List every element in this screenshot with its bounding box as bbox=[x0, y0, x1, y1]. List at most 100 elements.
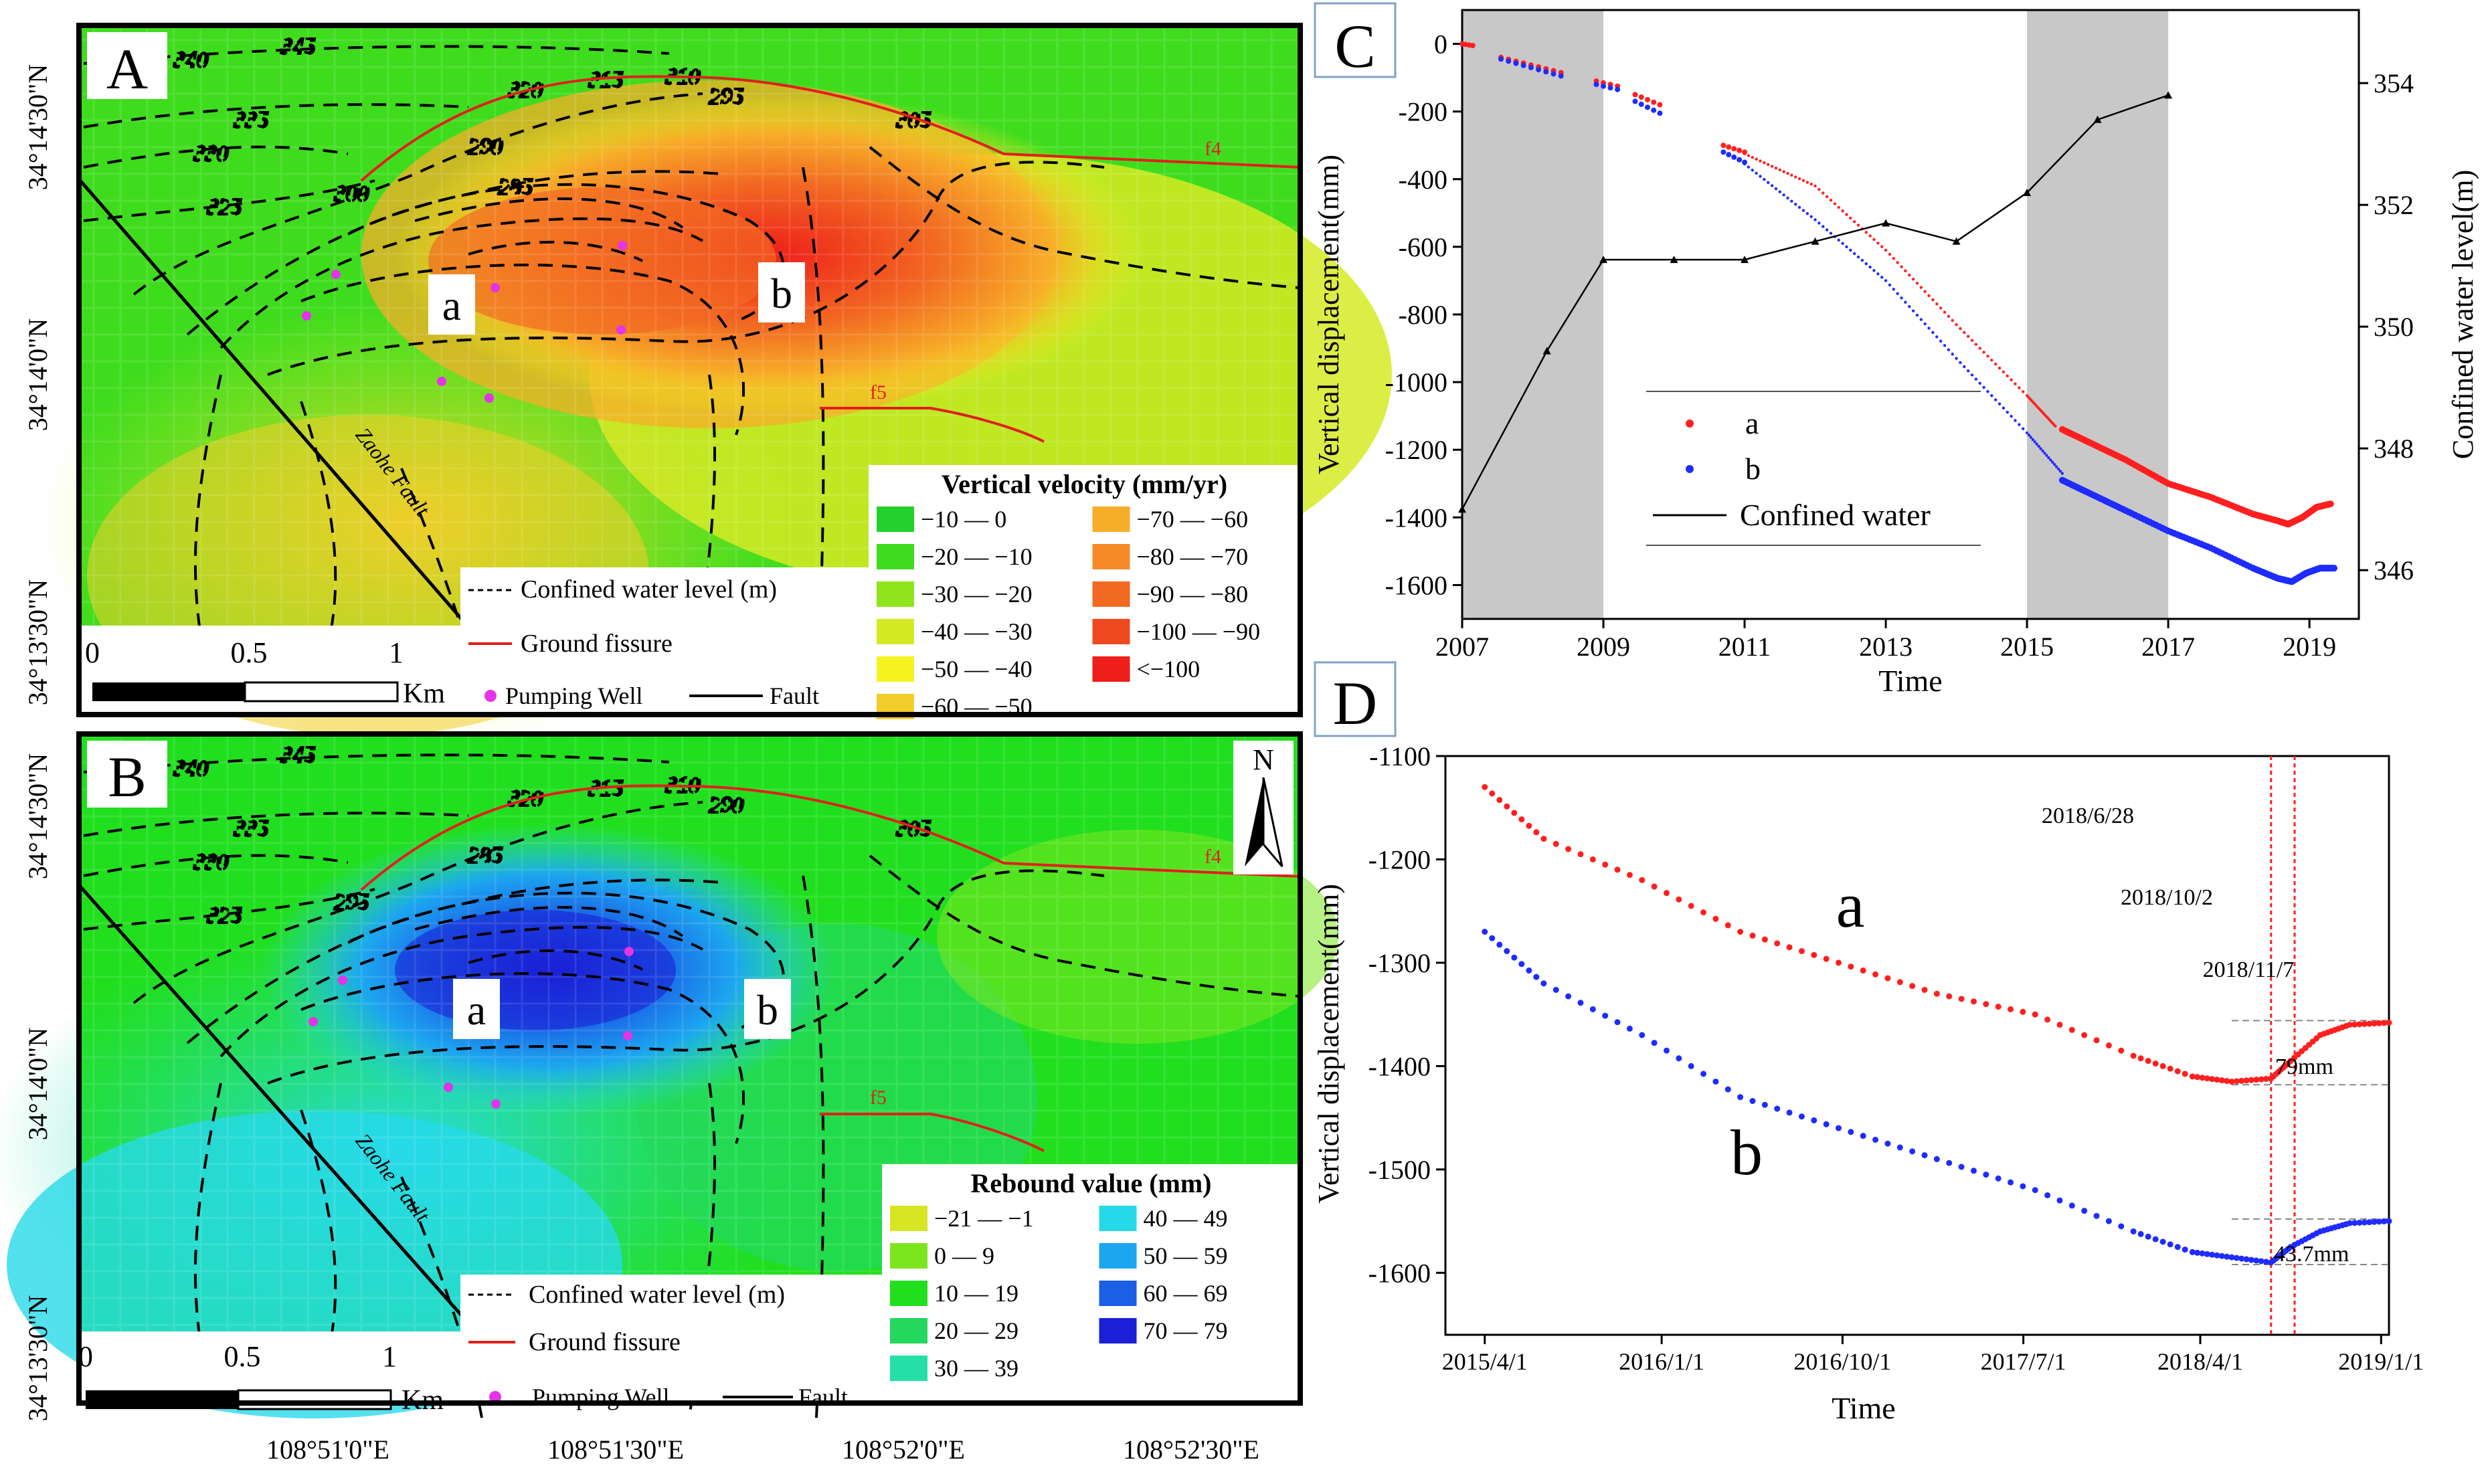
data-point-a bbox=[2032, 1011, 2038, 1018]
overlay-legend-A bbox=[460, 567, 875, 715]
data-point-a bbox=[1995, 1004, 2002, 1010]
contour-label: 325 bbox=[207, 903, 242, 928]
data-point-a bbox=[1526, 822, 1532, 829]
panel-label-box-C bbox=[1314, 2, 1397, 78]
data-point-b bbox=[1712, 1079, 1719, 1085]
trend-point-b bbox=[1919, 318, 1923, 321]
data-point-b bbox=[1737, 157, 1743, 163]
data-point-b bbox=[2204, 1250, 2210, 1257]
color-legend-A: Vertical velocity (mm/yr) −10 — 0 −20 — −1… bbox=[869, 465, 1300, 720]
trend-point-a bbox=[1856, 223, 1860, 227]
trend-point-b bbox=[2041, 449, 2044, 453]
trend-point-a bbox=[1900, 265, 1903, 268]
contour-line bbox=[132, 801, 703, 1004]
fissure-label-f4-A: f4 bbox=[1205, 138, 1221, 160]
trend-point-a bbox=[1904, 269, 1907, 273]
overlay-legend-item: Confined water level (m) bbox=[521, 575, 777, 604]
data-point-b bbox=[1749, 1098, 1756, 1105]
trend-point-b bbox=[2002, 406, 2006, 410]
data-point-a bbox=[2224, 1078, 2230, 1085]
legend-label: a bbox=[1745, 406, 1759, 440]
trend-point-b bbox=[1797, 205, 1801, 209]
pumping-well bbox=[491, 1099, 501, 1109]
fissure-label-f4-B: f4 bbox=[1205, 846, 1221, 868]
data-point-a bbox=[2159, 1062, 2166, 1069]
trend-point-b bbox=[2010, 415, 2013, 418]
data-point-b bbox=[1921, 1152, 1928, 1159]
y-tick-label: 34°13'30"N bbox=[23, 1295, 53, 1421]
trend-point-b bbox=[2031, 438, 2035, 442]
scale-tick: 0.5 bbox=[231, 636, 268, 669]
data-point-b bbox=[1498, 56, 1504, 62]
trend-point-a bbox=[1919, 286, 1923, 289]
legend-label: −21 — −1 bbox=[934, 1205, 1034, 1232]
data-point-a bbox=[2356, 1021, 2363, 1028]
annotation: 2018/10/2 bbox=[2121, 885, 2213, 910]
trend-point-b bbox=[1872, 269, 1876, 272]
contour-line bbox=[468, 949, 643, 971]
trend-point-a bbox=[1908, 273, 1911, 277]
legend-title: Vertical velocity (mm/yr) bbox=[942, 469, 1227, 499]
data-point-a bbox=[1663, 890, 1670, 897]
legend-swatch bbox=[1092, 581, 1130, 607]
legend-swatch bbox=[890, 1318, 927, 1343]
confined-water-marker bbox=[1952, 237, 1961, 245]
y2-tick-label: 348 bbox=[2374, 434, 2414, 464]
fissure-f4-B bbox=[360, 784, 1301, 891]
data-point-a bbox=[2130, 1052, 2137, 1059]
trend-point-a bbox=[1997, 366, 2002, 370]
data-point-a bbox=[1565, 846, 1572, 852]
pumping-well bbox=[484, 393, 494, 403]
legend-label: 70 — 79 bbox=[1144, 1317, 1228, 1344]
trend-point-a bbox=[1970, 339, 1974, 342]
trend-point-b bbox=[1790, 199, 1793, 203]
trend-point-b bbox=[1943, 344, 1947, 347]
data-point-b bbox=[2371, 1218, 2378, 1225]
trend-point-b bbox=[2054, 465, 2058, 468]
data-point-b bbox=[1552, 986, 1559, 993]
data-point-b bbox=[1607, 85, 1613, 91]
trend-point-b bbox=[1990, 394, 1993, 397]
trend-point-b bbox=[1817, 221, 1821, 225]
trend-point-b bbox=[1770, 184, 1774, 187]
legend-label: 20 — 29 bbox=[934, 1317, 1018, 1344]
trend-point-a bbox=[1809, 183, 1813, 186]
trend-point-a bbox=[1915, 282, 1919, 285]
data-point-b bbox=[1577, 1000, 1584, 1006]
contour-line bbox=[869, 146, 1299, 289]
x-tick-label: 2019 bbox=[2283, 632, 2336, 662]
data-point-b bbox=[1644, 104, 1650, 110]
north-label: N bbox=[1253, 743, 1274, 776]
trend-point-b bbox=[1959, 361, 1962, 365]
data-point-b bbox=[1651, 107, 1657, 113]
legend-swatch bbox=[877, 619, 914, 644]
contour-label: 340 bbox=[173, 756, 208, 781]
data-point-b bbox=[1983, 1172, 1989, 1178]
data-point-b bbox=[1638, 101, 1644, 107]
y-tick-label: 34°14'30"N bbox=[23, 64, 53, 190]
x-axis-label: Time bbox=[1832, 1391, 1895, 1425]
trend-point-b bbox=[1904, 300, 1907, 304]
trend-point-b bbox=[1974, 377, 1978, 381]
data-point-b bbox=[1724, 1086, 1731, 1093]
trend-point-b bbox=[1947, 348, 1951, 352]
y-tick-label: -800 bbox=[1399, 300, 1447, 330]
trend-point-b bbox=[1915, 313, 1919, 317]
data-point-b bbox=[1614, 1019, 1621, 1026]
plot-frame-D bbox=[1444, 755, 2390, 1336]
data-point-b bbox=[2130, 1228, 2137, 1235]
data-point-b bbox=[2020, 1183, 2026, 1190]
contour-line bbox=[193, 374, 222, 636]
data-point-b bbox=[1896, 1144, 1903, 1151]
trend-point-a bbox=[1880, 245, 1884, 248]
y-tick-label: -1100 bbox=[1369, 741, 1431, 771]
trend-point-b bbox=[1908, 305, 1911, 308]
legend-swatch bbox=[1099, 1318, 1137, 1343]
trend-point-b bbox=[2025, 431, 2029, 435]
overlay-legend-item: Pumping Well bbox=[505, 682, 642, 709]
data-point-a bbox=[2167, 1065, 2173, 1072]
contour-line bbox=[468, 240, 643, 262]
scale-tick: 0.5 bbox=[224, 1340, 261, 1373]
trend-point-b bbox=[1892, 288, 1895, 291]
trend-point-b bbox=[1759, 175, 1762, 178]
